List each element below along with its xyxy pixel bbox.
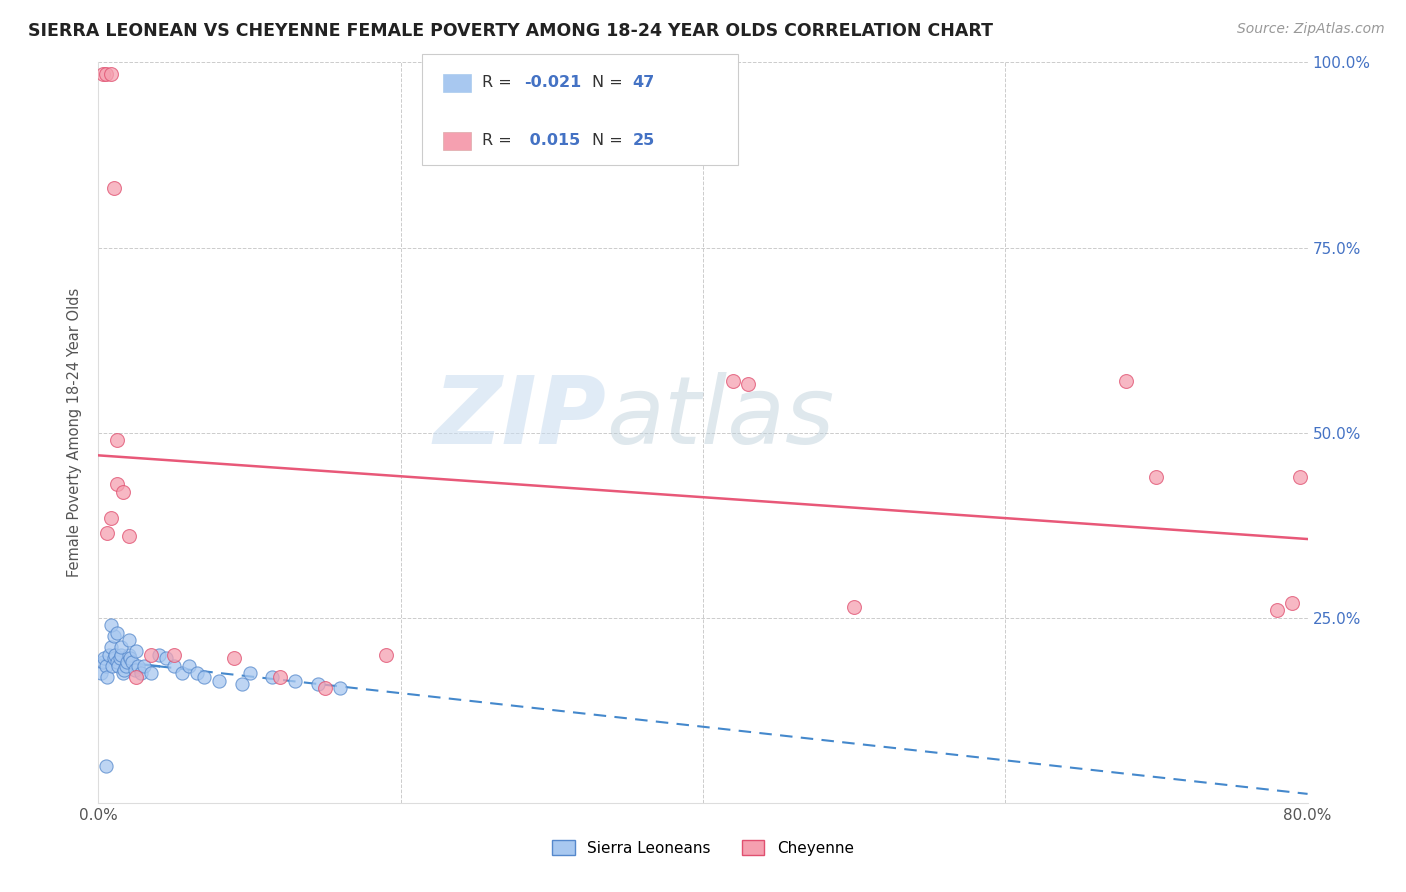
Point <box>125 670 148 684</box>
Point <box>127 658 149 673</box>
Y-axis label: Female Poverty Among 18-24 Year Olds: Female Poverty Among 18-24 Year Olds <box>67 288 83 577</box>
Point <box>284 673 307 688</box>
Point <box>94 758 117 772</box>
Point <box>208 673 231 688</box>
Point <box>96 670 118 684</box>
Point <box>148 648 170 662</box>
Point <box>374 648 396 662</box>
Point <box>111 666 134 681</box>
Text: 0.015: 0.015 <box>524 134 581 148</box>
Point <box>121 655 143 669</box>
Point <box>132 658 155 673</box>
Point <box>118 648 141 662</box>
Point <box>155 651 177 665</box>
Point <box>1115 374 1137 388</box>
Point <box>93 651 115 665</box>
Text: ZIP: ZIP <box>433 372 606 464</box>
Point <box>125 644 148 658</box>
Point <box>163 658 186 673</box>
Point <box>1281 596 1303 610</box>
Point <box>110 648 132 662</box>
Text: N =: N = <box>592 134 628 148</box>
Point <box>98 648 121 662</box>
Point <box>118 632 141 647</box>
Point <box>737 377 759 392</box>
Point <box>100 510 122 524</box>
Point <box>94 658 117 673</box>
Point <box>141 648 163 662</box>
Point <box>107 658 129 673</box>
Point <box>105 477 128 491</box>
Text: atlas: atlas <box>606 372 835 463</box>
Point <box>1144 470 1167 484</box>
Point <box>100 640 122 655</box>
Point <box>103 181 125 195</box>
Text: R =: R = <box>482 76 517 90</box>
Point <box>262 670 284 684</box>
Point <box>90 666 112 681</box>
Point <box>111 484 134 499</box>
Text: 25: 25 <box>633 134 655 148</box>
Text: N =: N = <box>592 76 628 90</box>
Point <box>124 663 146 677</box>
Point <box>314 681 336 695</box>
Point <box>170 666 193 681</box>
Point <box>269 670 291 684</box>
Point <box>103 651 125 665</box>
Text: 47: 47 <box>633 76 655 90</box>
Point <box>723 374 745 388</box>
Point <box>224 651 246 665</box>
Text: R =: R = <box>482 134 517 148</box>
Point <box>105 625 128 640</box>
Point <box>104 648 127 662</box>
Point <box>100 618 122 632</box>
Point <box>329 681 352 695</box>
Point <box>120 651 142 665</box>
Point <box>96 525 118 540</box>
Point <box>110 640 132 655</box>
Point <box>193 670 215 684</box>
Point <box>100 66 122 80</box>
Point <box>94 66 117 80</box>
Point <box>91 66 114 80</box>
Point <box>105 655 128 669</box>
Point <box>307 677 329 691</box>
Point <box>239 666 262 681</box>
Point <box>129 666 152 681</box>
Point <box>105 433 128 447</box>
Text: -0.021: -0.021 <box>524 76 582 90</box>
Legend: Sierra Leoneans, Cheyenne: Sierra Leoneans, Cheyenne <box>546 834 860 862</box>
Point <box>112 663 135 677</box>
Point <box>231 677 253 691</box>
Point <box>1267 603 1289 617</box>
Point <box>141 666 163 681</box>
Point <box>186 666 208 681</box>
Point <box>91 655 114 669</box>
Point <box>1289 470 1312 484</box>
Text: Source: ZipAtlas.com: Source: ZipAtlas.com <box>1237 22 1385 37</box>
Point <box>108 651 131 665</box>
Point <box>844 599 866 614</box>
Point <box>163 648 186 662</box>
Point <box>115 655 138 669</box>
Point <box>118 529 141 543</box>
Text: SIERRA LEONEAN VS CHEYENNE FEMALE POVERTY AMONG 18-24 YEAR OLDS CORRELATION CHAR: SIERRA LEONEAN VS CHEYENNE FEMALE POVERT… <box>28 22 993 40</box>
Point <box>179 658 201 673</box>
Point <box>101 658 124 673</box>
Point <box>103 629 125 643</box>
Point <box>114 658 136 673</box>
